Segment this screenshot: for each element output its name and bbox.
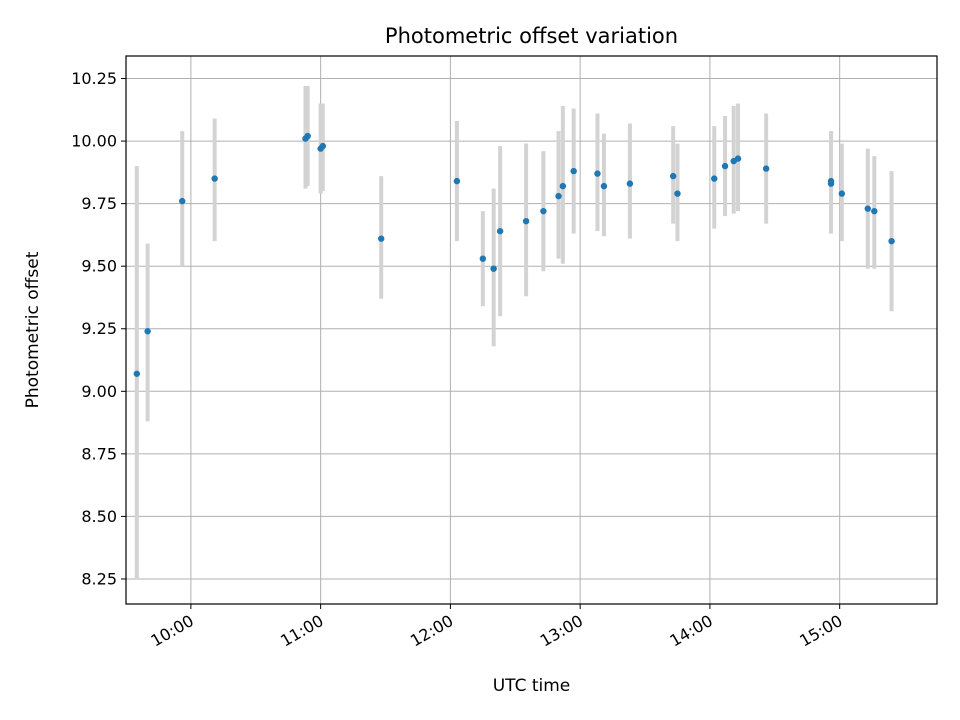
data-point — [871, 207, 878, 215]
data-point — [888, 237, 895, 245]
y-tick-label: 8.25 — [81, 569, 117, 588]
plot-frame — [125, 55, 938, 605]
data-point — [594, 170, 601, 177]
y-axis-label: Photometric offset — [23, 251, 43, 408]
y-axis-ticks: 8.25 8.50 8.75 9.00 9.25 9.50 9.75 10.00 10.25 — [71, 69, 126, 588]
y-tick-label: 9.00 — [81, 382, 117, 401]
data-point — [496, 227, 504, 235]
data-point — [674, 190, 681, 197]
y-tick-label: 9.25 — [81, 319, 117, 338]
data-point — [133, 370, 141, 377]
y-tick-label: 9.75 — [81, 194, 117, 213]
data-point — [304, 132, 311, 140]
grid — [126, 56, 937, 604]
data-point — [864, 205, 871, 212]
data-point — [319, 142, 327, 150]
data-point — [377, 235, 385, 242]
data-point — [600, 182, 608, 190]
data-point — [734, 155, 742, 162]
y-tick-label: 8.75 — [81, 444, 117, 463]
data-point — [827, 177, 835, 185]
data-point — [570, 167, 577, 175]
x-axis-label: UTC time — [493, 676, 571, 696]
data-point — [479, 255, 487, 262]
data-point — [453, 177, 461, 185]
data-point — [721, 162, 729, 170]
data-point — [838, 190, 846, 197]
data-point — [490, 265, 497, 272]
y-tick-label: 10.25 — [71, 69, 117, 88]
data-point — [711, 175, 718, 182]
data-point — [179, 197, 186, 205]
y-tick-label: 10.00 — [71, 132, 117, 151]
data-point — [211, 175, 218, 182]
data-point — [559, 182, 567, 190]
y-tick-label: 8.50 — [81, 507, 117, 526]
data-point — [144, 328, 151, 335]
data-point — [555, 192, 562, 200]
data-point — [540, 207, 547, 215]
data-point — [669, 172, 677, 180]
data-point — [626, 180, 634, 187]
data-point — [762, 165, 770, 172]
data-points — [133, 132, 895, 377]
data-point — [522, 217, 530, 225]
y-tick-label: 9.50 — [81, 257, 117, 276]
chart-title: Photometric offset variation — [385, 24, 678, 48]
